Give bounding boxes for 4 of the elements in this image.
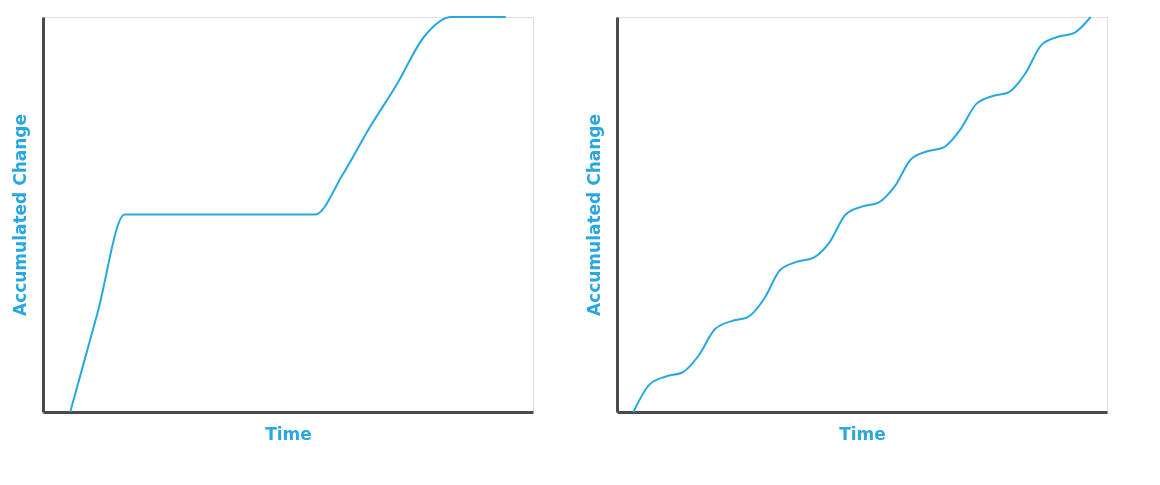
- y-axis-title: Accumulated Change: [583, 113, 604, 317]
- y-axis-title: Accumulated Change: [9, 113, 30, 317]
- x-axis-title: Time: [265, 423, 312, 444]
- x-axis-title: Time: [839, 423, 886, 444]
